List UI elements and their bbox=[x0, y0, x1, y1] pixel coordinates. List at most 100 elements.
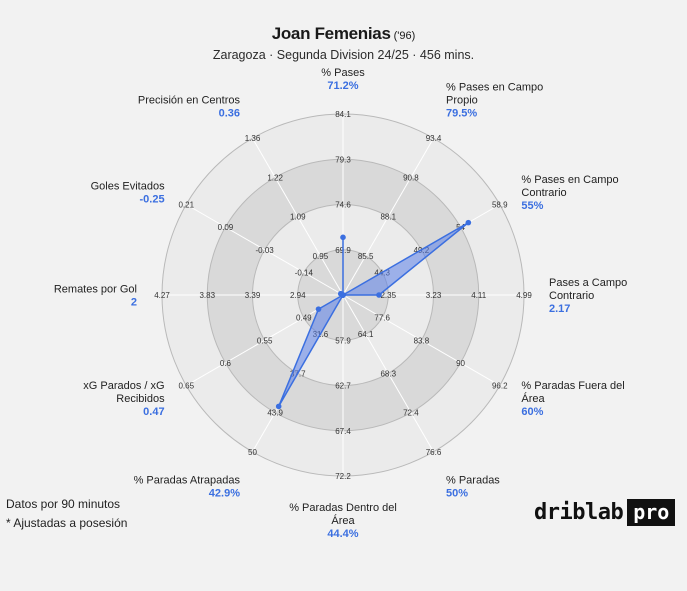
tick-label: 0.21 bbox=[178, 201, 194, 210]
metric-name: Precisión en Centros bbox=[138, 95, 241, 107]
tick-label: 3.23 bbox=[426, 291, 442, 300]
tick-label: 0.95 bbox=[313, 252, 329, 261]
radar-shape bbox=[275, 219, 472, 410]
data-point bbox=[340, 292, 346, 298]
tick-label: 68.3 bbox=[380, 369, 396, 378]
player-birth-year: ('96) bbox=[393, 30, 416, 42]
metric-value: 71.2% bbox=[327, 80, 358, 92]
driblab-pro-logo: driblab pro bbox=[534, 497, 676, 527]
metric-name: % Pases en Campo bbox=[521, 174, 618, 186]
metric-value: 2.17 bbox=[549, 303, 570, 315]
tick-label: 0.09 bbox=[218, 223, 234, 232]
metric-name: % Paradas Atrapadas bbox=[134, 474, 241, 486]
tick-label: 0.55 bbox=[257, 336, 273, 345]
metric-value: 0.36 bbox=[219, 108, 240, 120]
tick-label: 3.83 bbox=[199, 291, 215, 300]
tick-label: 77.6 bbox=[374, 314, 390, 323]
tick-label: -0.03 bbox=[256, 246, 275, 255]
tick-label: -0.14 bbox=[295, 268, 314, 277]
data-point bbox=[376, 292, 382, 298]
tick-label: 76.6 bbox=[426, 448, 442, 457]
metric-name: Recibidos bbox=[116, 393, 165, 405]
metric-name: % Pases en Campo bbox=[446, 82, 543, 94]
metric-name: % Paradas Fuera del bbox=[521, 380, 624, 392]
data-point bbox=[275, 403, 282, 410]
metric-name: Pases a Campo bbox=[549, 277, 627, 289]
tick-label: 1.22 bbox=[267, 173, 283, 182]
tick-label: 0.6 bbox=[220, 359, 232, 368]
tick-label: 4.27 bbox=[154, 291, 170, 300]
radar-spoke bbox=[342, 294, 501, 386]
data-point bbox=[465, 219, 472, 226]
tick-label: 90.8 bbox=[403, 173, 419, 182]
data-point bbox=[315, 306, 322, 312]
tick-label: 96.2 bbox=[492, 382, 508, 391]
tick-label: 72.4 bbox=[403, 409, 419, 418]
tick-label: 90 bbox=[456, 359, 465, 368]
tick-label: 93.4 bbox=[426, 134, 442, 143]
radar-spoke bbox=[252, 137, 344, 296]
metric-name: Área bbox=[521, 392, 545, 405]
radar-spoke bbox=[342, 294, 434, 453]
tick-label: 83.8 bbox=[414, 336, 430, 345]
metric-name: % Pases bbox=[321, 67, 365, 79]
tick-label: 0.49 bbox=[296, 314, 312, 323]
tick-label: 1.36 bbox=[245, 134, 261, 143]
metric-name: Contrario bbox=[549, 290, 594, 302]
metric-name: % Paradas Dentro del bbox=[289, 502, 397, 514]
tick-label: 3.39 bbox=[245, 291, 261, 300]
footnote-possession: * Ajustadas a posesión bbox=[6, 516, 128, 530]
brand-pro-badge: pro bbox=[627, 498, 676, 526]
chart-header: Joan Femenias ('96) Zaragoza · Segunda Di… bbox=[0, 24, 687, 62]
tick-label: 43.9 bbox=[267, 409, 283, 418]
metric-value: 55% bbox=[521, 200, 543, 212]
tick-label: 72.2 bbox=[335, 472, 351, 481]
metric-name: Área bbox=[331, 514, 355, 527]
player-name: Joan Femenias bbox=[271, 24, 391, 43]
footnotes: Datos por 90 minutos * Ajustadas a poses… bbox=[6, 495, 127, 533]
tick-label: 62.7 bbox=[335, 382, 351, 391]
metric-value: 2 bbox=[131, 297, 137, 309]
metric-name: Contrario bbox=[521, 187, 566, 199]
metric-value: 79.5% bbox=[446, 108, 477, 120]
metric-value: 50% bbox=[446, 487, 468, 499]
tick-label: 50 bbox=[248, 448, 257, 457]
metric-value: 0.47 bbox=[143, 406, 164, 418]
tick-label: 79.3 bbox=[335, 155, 351, 164]
radar-spoke bbox=[185, 204, 344, 296]
chart-title: Joan Femenias ('96) bbox=[0, 24, 687, 44]
metric-name: Goles Evitados bbox=[91, 181, 165, 193]
metric-value: 44.4% bbox=[327, 528, 358, 540]
tick-label: 85.5 bbox=[358, 252, 374, 261]
metric-name: Propio bbox=[446, 95, 478, 107]
tick-label: 0.65 bbox=[178, 382, 194, 391]
radar-spoke bbox=[342, 137, 434, 296]
metric-name: Remates por Gol bbox=[54, 284, 137, 296]
metric-value: 60% bbox=[521, 406, 543, 418]
tick-label: 67.4 bbox=[335, 427, 351, 436]
metric-label: Goles Evitados-0.25 bbox=[91, 181, 165, 206]
metric-value: -0.25 bbox=[140, 194, 165, 206]
tick-label: 58.9 bbox=[492, 201, 508, 210]
tick-label: 57.9 bbox=[335, 336, 351, 345]
data-point bbox=[340, 234, 346, 241]
tick-label: 88.1 bbox=[380, 213, 396, 222]
tick-label: 1.09 bbox=[290, 213, 306, 222]
metric-name: xG Parados / xG bbox=[83, 380, 164, 392]
tick-label: 2.94 bbox=[290, 291, 306, 300]
brand-wordmark: driblab bbox=[534, 499, 624, 525]
metric-name: % Paradas bbox=[446, 474, 500, 486]
